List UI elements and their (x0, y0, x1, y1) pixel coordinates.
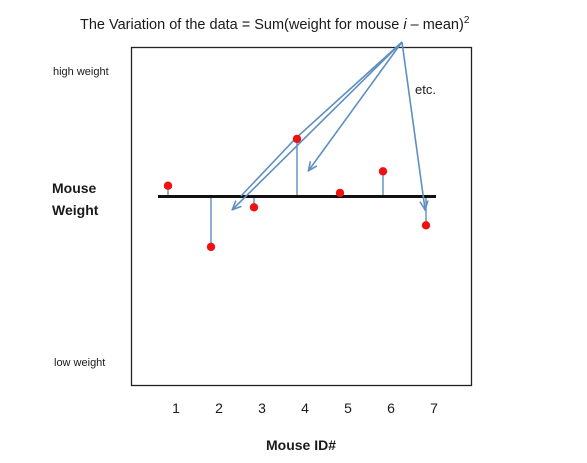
data-point-mouse-4 (292, 134, 302, 144)
x-tick-labels: 1 2 3 4 5 6 7 (172, 400, 438, 416)
x-tick-label-1: 1 (172, 400, 180, 416)
x-tick-label-3: 3 (258, 400, 266, 416)
data-point-mouse-6 (378, 167, 388, 176)
y-axis-label-line1: Mouse (52, 180, 97, 196)
title-prefix: The Variation of the data = Sum(weight f… (80, 17, 403, 33)
title-italic-index: i (403, 17, 407, 33)
x-axis-label: Mouse ID# (266, 437, 336, 453)
data-points (163, 134, 431, 252)
x-tick-label-5: 5 (344, 400, 352, 416)
arrow-pointer-line-2 (240, 137, 297, 197)
title-suffix: – mean) (407, 17, 464, 33)
data-point-mouse-1 (163, 181, 173, 190)
residual-lines (167, 138, 427, 247)
etc-annotation: etc. (415, 82, 436, 97)
data-point-mouse-2 (206, 242, 216, 252)
variation-arrows (233, 41, 425, 209)
x-tick-label-6: 6 (387, 400, 395, 416)
plot-frame (130, 46, 473, 387)
data-point-mouse-5 (335, 188, 345, 198)
title-superscript: 2 (464, 15, 470, 26)
diagram-title: The Variation of the data = Sum(weight f… (80, 15, 470, 33)
x-tick-label-4: 4 (301, 400, 309, 416)
data-point-mouse-7 (421, 221, 431, 230)
high-weight-label: high weight (53, 66, 109, 78)
arrow-to-mouse-2 (233, 41, 403, 209)
data-point-mouse-3 (249, 203, 259, 212)
arrow-pointer-line (295, 41, 403, 139)
y-axis-label-line2: Weight (52, 202, 99, 218)
arrow-to-mouse-4 (309, 41, 403, 170)
x-tick-label-7: 7 (430, 400, 438, 416)
low-weight-label: low weight (54, 357, 105, 369)
arrow-to-mouse-7 (401, 41, 425, 209)
x-tick-label-2: 2 (215, 400, 223, 416)
